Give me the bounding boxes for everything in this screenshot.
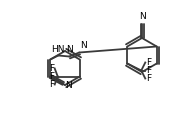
Text: F: F <box>146 58 151 67</box>
Text: F: F <box>50 64 55 73</box>
Text: HN: HN <box>52 45 65 53</box>
Text: F: F <box>50 72 55 81</box>
Text: F: F <box>50 80 55 89</box>
Text: N: N <box>65 81 72 90</box>
Text: N: N <box>66 45 73 55</box>
Text: N: N <box>139 12 145 21</box>
Text: F: F <box>146 66 151 75</box>
Text: N: N <box>80 41 87 50</box>
Text: F: F <box>146 74 151 83</box>
